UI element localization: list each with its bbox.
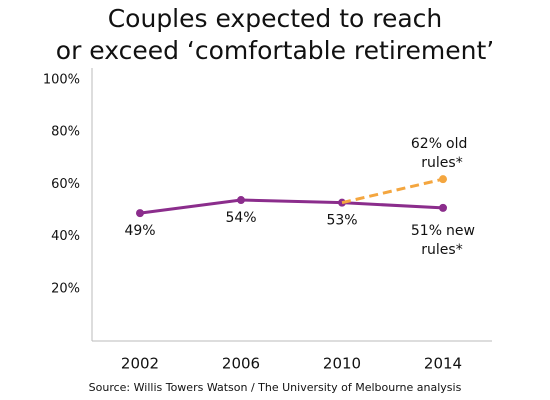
x-tick-label: 2002 xyxy=(121,355,159,373)
chart-title: Couples expected to reach or exceed ‘comf… xyxy=(56,4,494,65)
series-label: old rules* xyxy=(421,136,467,171)
data-label: 54% xyxy=(225,210,256,226)
x-tick-label: 2010 xyxy=(323,355,361,373)
data-label: 51% xyxy=(411,223,442,239)
line xyxy=(139,198,444,215)
data-label: 53% xyxy=(326,213,357,229)
x-tick-label: 2014 xyxy=(424,355,462,373)
y-tick-label: 40% xyxy=(51,229,80,244)
y-tick-label: 100% xyxy=(43,73,80,88)
series-label: new rules* xyxy=(421,223,475,258)
point xyxy=(439,175,447,184)
x-tick-label: 2006 xyxy=(222,355,260,373)
line xyxy=(341,177,444,205)
y-tick-label: 80% xyxy=(51,125,80,140)
source: Source: Willis Towers Watson / The Unive… xyxy=(89,381,462,394)
point xyxy=(136,209,144,218)
y-tick-label: 60% xyxy=(51,177,80,192)
y-tick-label: 20% xyxy=(51,281,80,296)
data-label: 49% xyxy=(124,223,155,239)
data-label: 62% xyxy=(411,136,442,152)
point xyxy=(237,196,245,205)
point xyxy=(439,203,447,212)
